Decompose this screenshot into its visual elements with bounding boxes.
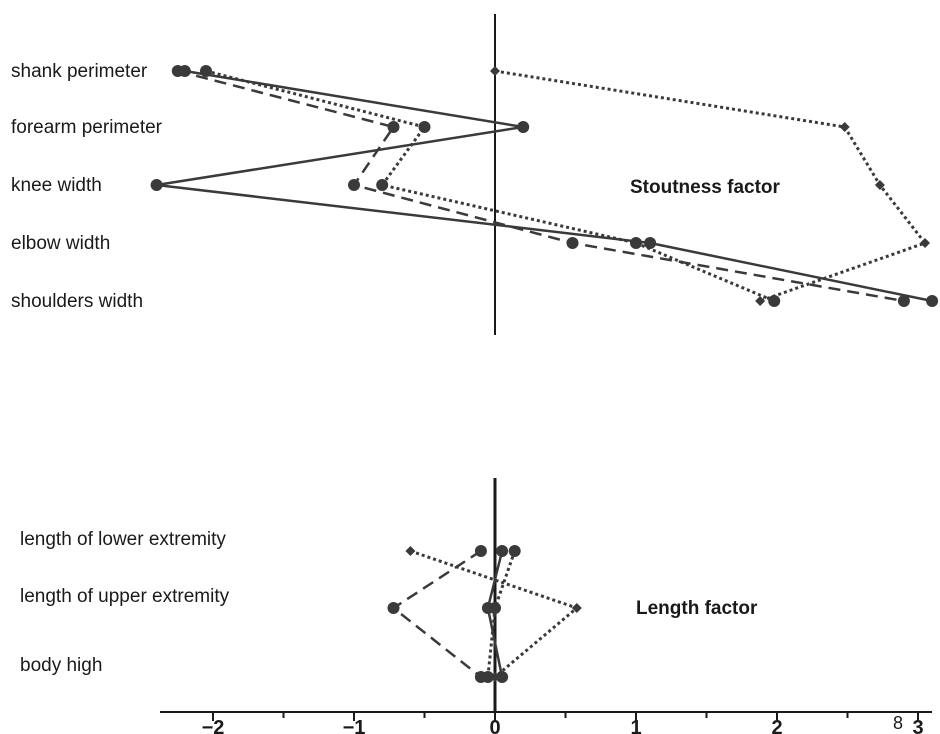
stoutness-series-3-point bbox=[768, 295, 781, 307]
stoutness-series-4-point bbox=[839, 122, 850, 132]
length-series-3-point bbox=[508, 545, 521, 557]
length-series-4-point bbox=[405, 546, 416, 556]
x-axis-tick-labels: −2 −1 0 1 2 3 bbox=[202, 717, 924, 734]
stoutness-series-2-point bbox=[897, 295, 910, 307]
stoutness-factor-label: Stoutness factor bbox=[630, 177, 781, 198]
stoutness-series-2-point bbox=[566, 237, 579, 249]
stoutness-series-3-line bbox=[205, 69, 775, 303]
length-series-3-point bbox=[489, 602, 501, 614]
stoutness-series-4-point bbox=[874, 180, 885, 190]
stray-label: 8 bbox=[893, 713, 903, 733]
stoutness-category-label: forearm perimeter bbox=[11, 117, 163, 138]
stoutness-series-1-point bbox=[644, 237, 657, 249]
stoutness-series-2-point bbox=[387, 121, 400, 133]
stoutness-series-1-point bbox=[926, 295, 939, 307]
x-tick-label: −1 bbox=[343, 717, 366, 734]
stoutness-series-1-point bbox=[150, 179, 163, 191]
stoutness-series-2-point bbox=[348, 179, 360, 191]
x-tick-label: −2 bbox=[202, 717, 225, 734]
length-series-4-point bbox=[571, 603, 582, 613]
length-series-2-point bbox=[387, 602, 400, 614]
length-category-label: length of lower extremity bbox=[20, 529, 226, 550]
length-series-3-line bbox=[486, 550, 517, 678]
stoutness-category-label: shank perimeter bbox=[11, 61, 148, 82]
length-panel: length of lower extremity length of upper… bbox=[20, 478, 758, 712]
stoutness-series-2-line bbox=[177, 69, 905, 303]
x-tick-label: 1 bbox=[630, 717, 641, 734]
stoutness-category-label: knee width bbox=[11, 175, 102, 196]
length-category-label: length of upper extremity bbox=[20, 586, 230, 607]
stoutness-category-labels: shank perimeter forearm perimeter knee wid… bbox=[11, 61, 163, 312]
stoutness-category-label: elbow width bbox=[11, 233, 110, 254]
stoutness-series-1-line bbox=[156, 69, 933, 303]
length-series-4-point bbox=[490, 672, 500, 682]
stoutness-series-4-point bbox=[755, 296, 766, 306]
length-category-label: body high bbox=[20, 655, 102, 676]
length-series-group bbox=[387, 545, 582, 683]
stoutness-series-3-point bbox=[630, 237, 642, 249]
x-axis-ticks bbox=[212, 712, 919, 721]
x-tick-label: 0 bbox=[489, 717, 500, 734]
stoutness-series-4-point bbox=[920, 238, 930, 248]
length-series-1-point bbox=[496, 545, 509, 557]
length-category-labels: length of lower extremity length of upper… bbox=[20, 529, 230, 676]
stoutness-series-group bbox=[150, 65, 939, 307]
stoutness-series-2-point bbox=[171, 65, 184, 77]
length-factor-label: Length factor bbox=[636, 598, 758, 619]
stoutness-category-label: shoulders width bbox=[11, 291, 143, 312]
length-series-2-point bbox=[474, 545, 487, 557]
x-tick-label: 2 bbox=[771, 717, 782, 734]
x-tick-label: 3 bbox=[912, 717, 923, 734]
stoutness-series-1-point bbox=[517, 121, 530, 133]
stoutness-series-3-point bbox=[376, 179, 389, 191]
stoutness-series-3-point bbox=[200, 65, 212, 77]
stoutness-panel: shank perimeter forearm perimeter knee wid… bbox=[11, 14, 939, 335]
stoutness-series-4-point bbox=[490, 66, 500, 76]
length-series-3-point bbox=[481, 671, 494, 683]
stoutness-series-3-point bbox=[418, 121, 431, 133]
x-axis: −2 −1 0 1 2 3 8 bbox=[160, 711, 932, 734]
